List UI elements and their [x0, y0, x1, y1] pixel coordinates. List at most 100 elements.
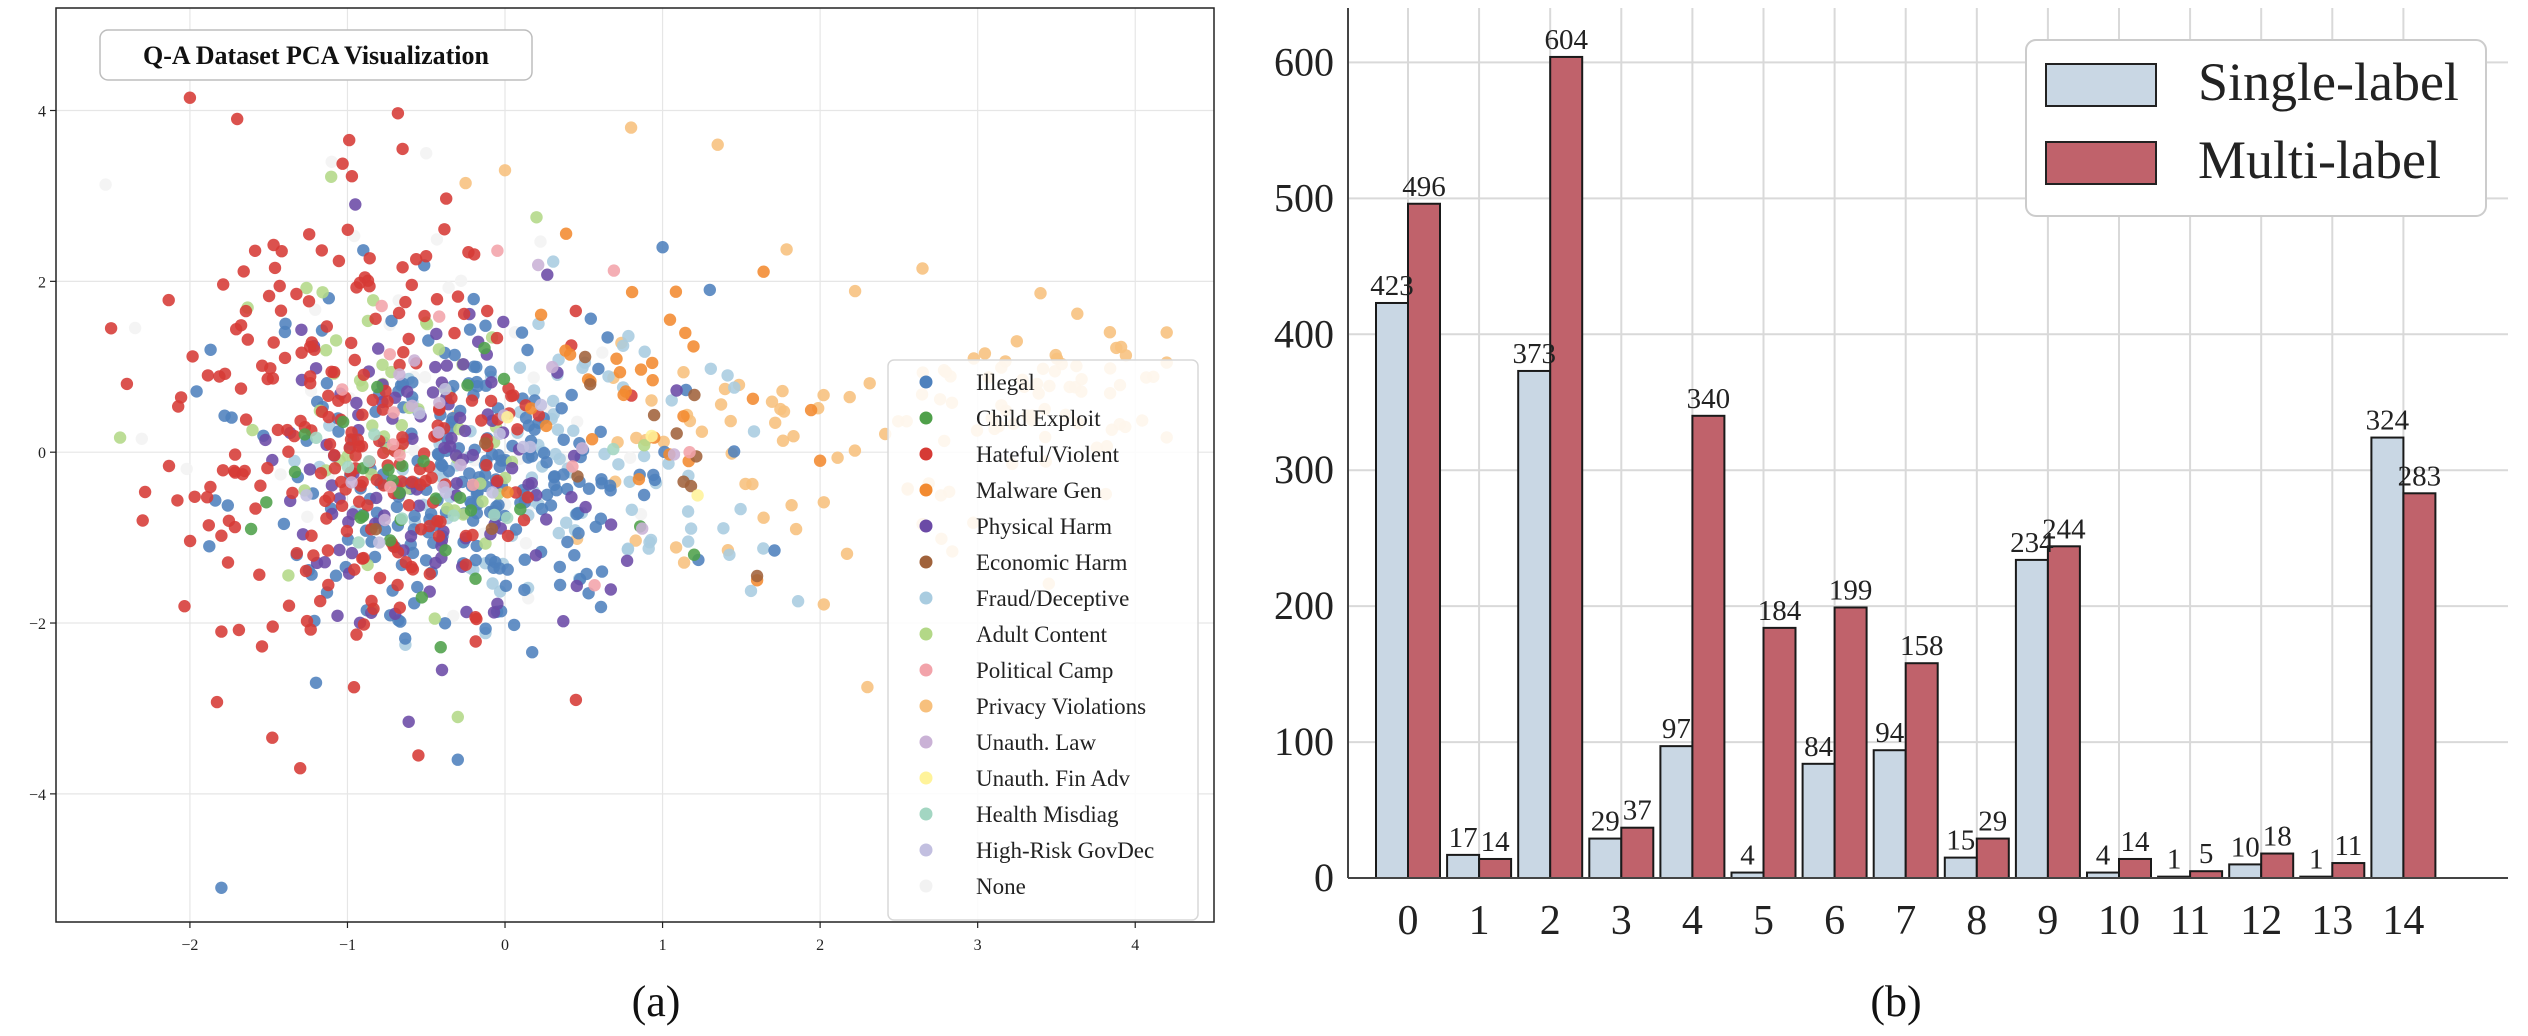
scatter-point-hateful-violent: [104, 322, 118, 335]
scatter-point-physical-harm: [505, 462, 519, 475]
scatter-point-malware-gen: [632, 473, 646, 486]
scatter-point-physical-harm: [457, 358, 470, 371]
bar-xtick-label: 14: [2382, 898, 2424, 944]
scatter-point-high-risk-govdec: [413, 407, 426, 420]
scatter-xtick-label: −1: [339, 937, 356, 954]
scatter-point-hateful-violent: [229, 466, 242, 479]
scatter-point-economic-harm: [578, 350, 592, 364]
bar-value-label: 158: [1900, 630, 1944, 662]
scatter-point-hateful-violent: [347, 681, 361, 694]
scatter-point-hateful-violent: [162, 293, 175, 307]
scatter-point-physical-harm: [620, 554, 634, 567]
scatter-point-political-camp: [384, 480, 397, 494]
scatter-point-privacy-violations: [817, 388, 830, 402]
bar-single-label-3: [1588, 837, 1623, 879]
scatter-point-fraud-deceptive: [560, 516, 573, 529]
bar-xtick-label: 11: [2170, 898, 2210, 944]
scatter-point-illegal: [278, 325, 292, 339]
scatter-point-physical-harm: [440, 359, 453, 372]
scatter-point-hateful-violent: [328, 366, 341, 379]
bar-axes: [1347, 8, 2508, 879]
scatter-series-health-misdiag: [310, 428, 620, 549]
scatter-point-hateful-violent: [397, 346, 410, 359]
scatter-point-hateful-violent: [274, 304, 288, 317]
scatter-ytick-label: 4: [38, 104, 46, 121]
scatter-point-physical-harm: [259, 433, 272, 447]
scatter-point-high-risk-govdec: [486, 486, 499, 499]
scatter-point-hateful-violent: [255, 640, 269, 653]
scatter-point-fraud-deceptive: [622, 329, 635, 343]
scatter-point-privacy-violations: [776, 384, 789, 398]
bar-value-label: 423: [1370, 270, 1414, 302]
scatter-point-hateful-violent: [186, 350, 199, 363]
scatter-point-hateful-violent: [294, 414, 307, 428]
scatter-point-hateful-violent: [328, 462, 342, 475]
legend-marker-illegal: [919, 375, 933, 389]
scatter-point-unauth-law: [408, 354, 421, 367]
bar-multi-label-13: [2331, 862, 2366, 879]
scatter-point-hateful-violent: [340, 524, 354, 538]
scatter-point-adult-content: [376, 358, 389, 371]
scatter-point-illegal: [406, 546, 420, 560]
scatter-point-illegal: [469, 553, 482, 567]
scatter-point-physical-harm: [426, 386, 440, 399]
scatter-point-political-camp: [393, 449, 406, 462]
scatter-point-hateful-violent: [405, 278, 418, 292]
bar-value-label: 234: [2010, 527, 2054, 559]
scatter-point-hateful-violent: [217, 278, 230, 291]
scatter-point-fraud-deceptive: [681, 505, 695, 518]
scatter-point-none: [596, 346, 609, 359]
scatter-point-malware-gen: [663, 313, 677, 326]
scatter-point-physical-harm: [435, 663, 449, 677]
scatter-point-health-misdiag: [395, 512, 409, 525]
scatter-point-hateful-violent: [438, 223, 451, 236]
scatter-point-hateful-violent: [320, 512, 333, 525]
scatter-point-political-camp: [387, 406, 400, 419]
scatter-point-hateful-violent: [484, 394, 498, 408]
bar-value-label: 14: [1481, 826, 1511, 858]
bar-ytick-label: 400: [1274, 311, 1334, 356]
scatter-point-hateful-violent: [304, 370, 317, 383]
scatter-point-adult-content: [329, 334, 343, 347]
scatter-point-adult-content: [395, 419, 408, 432]
scatter-point-hateful-violent: [377, 446, 390, 460]
scatter-point-none: [301, 510, 314, 523]
scatter-point-hateful-violent: [138, 485, 152, 499]
scatter-point-hateful-violent: [308, 343, 321, 356]
scatter-point-none: [624, 451, 637, 464]
scatter-series-unauth-fin-adv: [501, 411, 704, 502]
scatter-point-hateful-violent: [335, 499, 349, 512]
bar-ytick-label: 200: [1274, 583, 1334, 628]
scatter-point-child-exploit: [687, 548, 701, 561]
scatter-point-hateful-violent: [315, 244, 328, 257]
scatter-point-hateful-violent: [305, 529, 318, 542]
scatter-point-physical-harm: [401, 385, 414, 398]
scatter-point-malware-gen: [646, 374, 659, 387]
scatter-point-physical-harm: [331, 609, 344, 622]
bar-value-label: 199: [1829, 574, 1873, 606]
scatter-point-physical-harm: [370, 491, 383, 505]
scatter-point-child-exploit: [429, 492, 443, 505]
scatter-point-hateful-violent: [320, 320, 333, 333]
scatter-point-illegal: [470, 360, 483, 374]
scatter-point-illegal: [406, 376, 419, 389]
scatter-point-illegal: [225, 411, 238, 424]
scatter-point-malware-gen: [687, 340, 700, 353]
scatter-point-hateful-violent: [348, 353, 361, 367]
scatter-point-physical-harm: [402, 715, 415, 728]
scatter-point-physical-harm: [497, 315, 510, 329]
scatter-point-fraud-deceptive: [616, 339, 630, 352]
legend-label-physical-harm: Physical Harm: [976, 514, 1112, 539]
scatter-point-hateful-violent: [423, 567, 436, 581]
legend-swatch-multi-label: [2045, 141, 2157, 185]
scatter-ytick-label: 2: [38, 274, 46, 291]
bar-value-label: 4: [2096, 840, 2111, 872]
scatter-point-illegal: [463, 323, 477, 336]
scatter-point-physical-harm: [529, 549, 543, 562]
scatter-point-privacy-violations: [787, 430, 800, 443]
scatter-point-hateful-violent: [299, 564, 313, 578]
scatter-point-fraud-deceptive: [717, 522, 730, 535]
scatter-point-hateful-violent: [332, 254, 346, 268]
scatter-point-illegal: [484, 365, 497, 378]
scatter-xtick-label: 0: [501, 937, 509, 954]
